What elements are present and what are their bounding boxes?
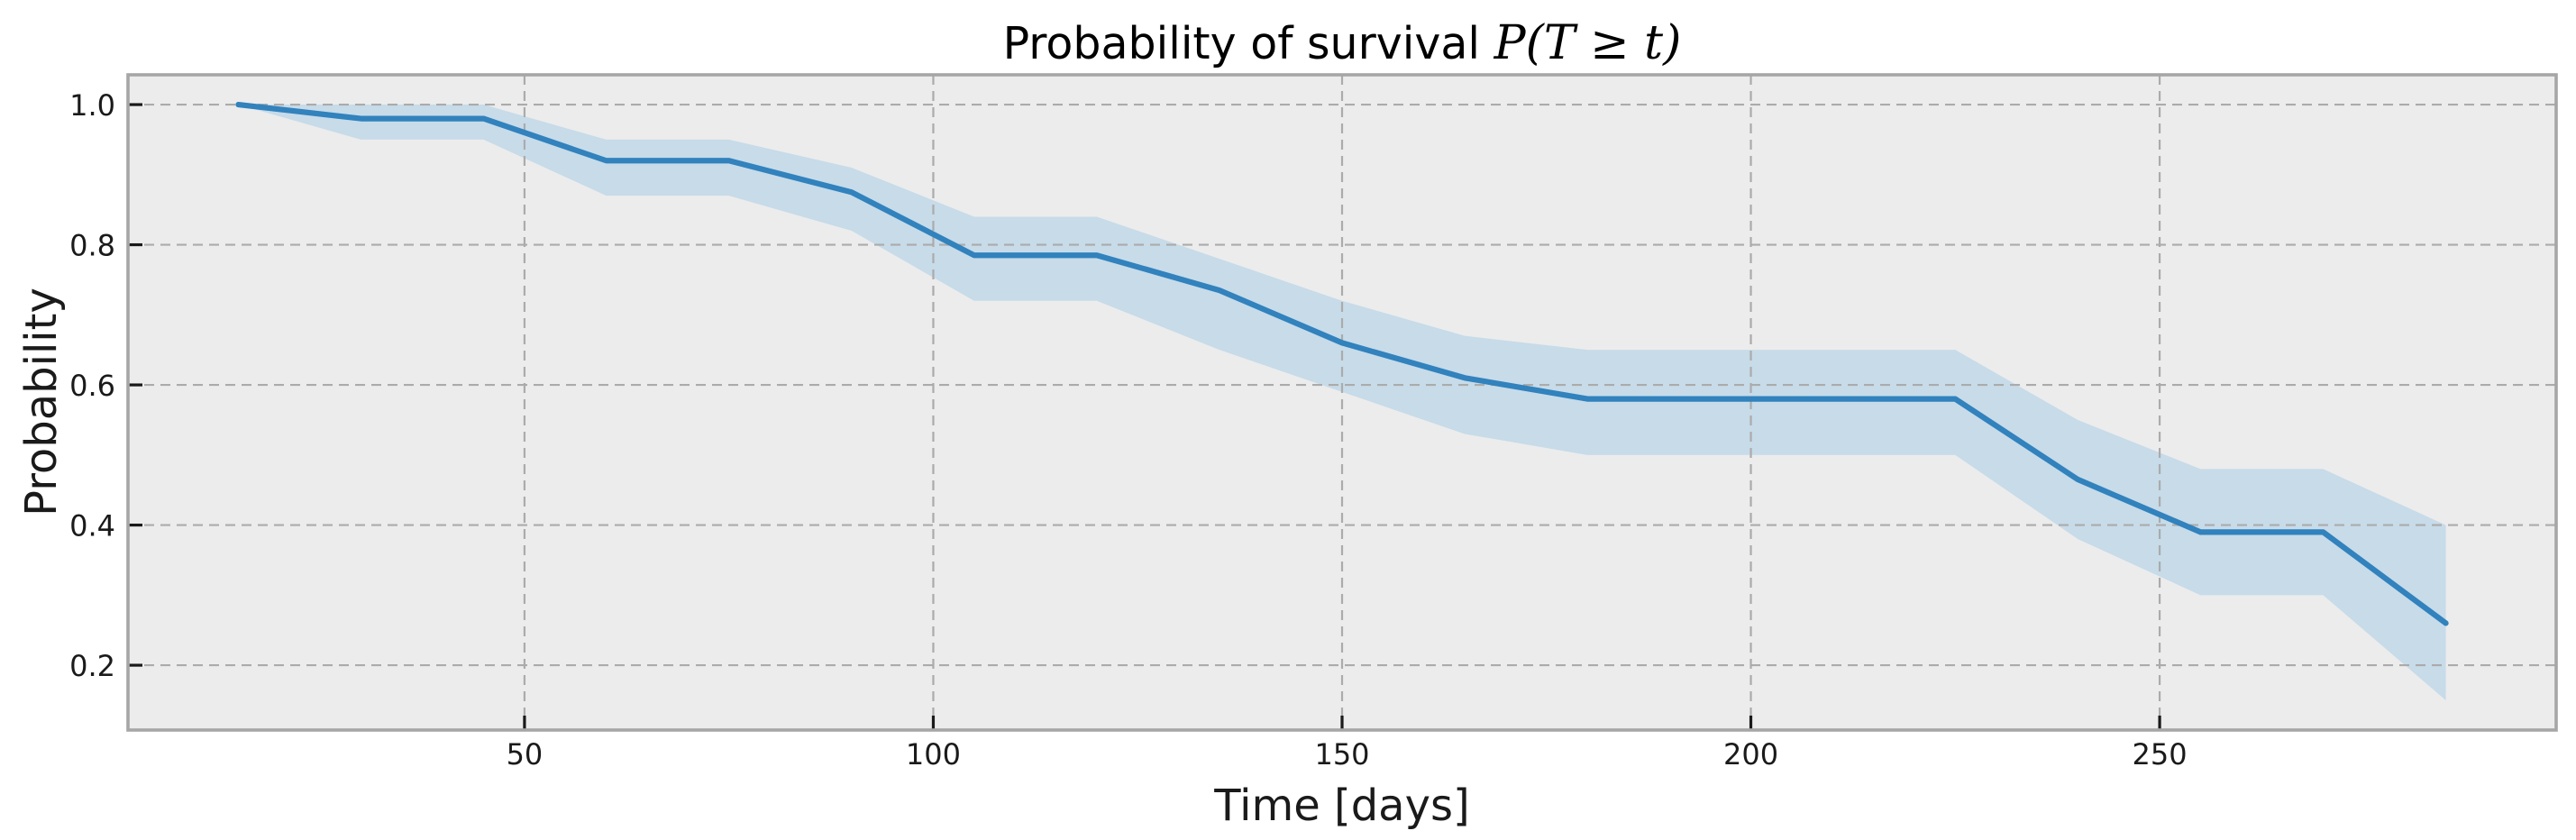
x-tick-label-50: 50	[507, 737, 544, 772]
x-axis-label: Time [days]	[1214, 781, 1470, 831]
y-tick-label-1.0: 1.0	[69, 88, 115, 123]
chart-title-math: P(T ≥ t)	[1494, 16, 1682, 70]
y-tick-label-0.8: 0.8	[69, 229, 115, 263]
confidence-band	[238, 105, 2446, 700]
y-tick-label-0.2: 0.2	[69, 649, 115, 683]
survival-line	[235, 101, 2449, 626]
y-tick-label-0.4: 0.4	[69, 509, 115, 543]
x-tick-label-250: 250	[2133, 737, 2188, 772]
chart-title: Probability of survival P(T ≥ t)	[1003, 19, 1682, 68]
x-tick-label-100: 100	[906, 737, 961, 772]
plot-frame	[126, 73, 2558, 732]
chart-title-text: Probability of survival	[1002, 18, 1494, 69]
y-axis-label: Probability	[16, 288, 67, 516]
x-tick-label-200: 200	[1723, 737, 1778, 772]
x-tick-label-150: 150	[1314, 737, 1369, 772]
y-tick-label-0.6: 0.6	[69, 369, 115, 403]
